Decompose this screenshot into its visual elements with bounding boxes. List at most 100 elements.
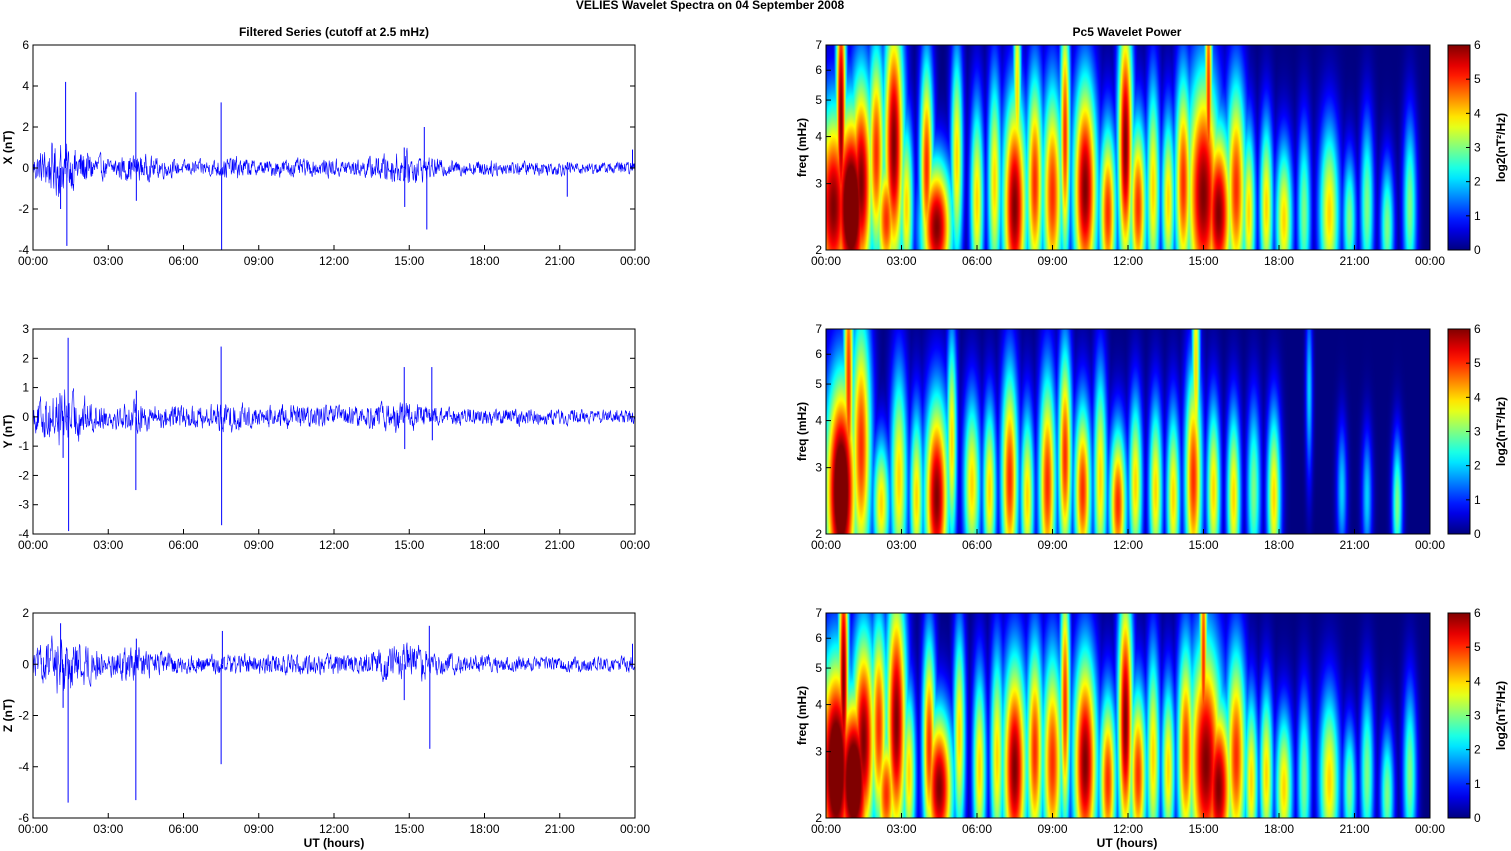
x-tick-label: 15:00 (1188, 254, 1218, 268)
x-tick-label: 09:00 (244, 254, 274, 268)
series-trace (32, 388, 636, 446)
x-tick-label: 00:00 (811, 822, 841, 836)
wavelet-panel-wavelet-y: 2 3 4 5 6 7 00:00 03:00 06:00 09:00 12:00 15:00 18:0… (795, 322, 1508, 552)
figure-suptitle: VELIES Wavelet Spectra on 04 September 2… (576, 0, 845, 12)
x-tick-label: 15:00 (394, 822, 424, 836)
colorbar-tick-label: 0 (1474, 811, 1481, 825)
y-tick-label: 7 (815, 606, 822, 620)
x-tick-label: 03:00 (93, 538, 123, 552)
colorbar-tick-label: 4 (1474, 106, 1481, 120)
y-tick-label: 2 (815, 527, 822, 541)
y-tick-label: 2 (22, 120, 29, 134)
colorbar-tick-label: 6 (1474, 606, 1481, 620)
series-panel-series-x: -4 -2 0 2 4 6 00:00 03:00 06:00 09:00 12:00 15:00 18… (1, 38, 650, 268)
right-xlabel: UT (hours) (1097, 836, 1158, 850)
x-tick-label: 06:00 (168, 822, 198, 836)
y-tick-label: -2 (18, 709, 29, 723)
x-tick-label: 18:00 (469, 822, 499, 836)
wavelet-panel-wavelet-z: 2 3 4 5 6 7 00:00 03:00 06:00 09:00 12:00 15:00 18:0… (795, 606, 1508, 836)
y-tick-label: 6 (815, 347, 822, 361)
y-axis-label: freq (mHz) (795, 686, 809, 745)
colorbar-tick-label: 4 (1474, 674, 1481, 688)
x-tick-label: 00:00 (1415, 822, 1445, 836)
x-tick-label: 09:00 (1037, 254, 1067, 268)
series-trace (32, 635, 636, 694)
y-tick-label: -1 (18, 439, 29, 453)
colorbar-tick-label: 2 (1474, 175, 1481, 189)
axes-frame (32, 612, 636, 819)
x-tick-label: 06:00 (962, 254, 992, 268)
x-tick-label: 03:00 (886, 538, 916, 552)
colorbar-tick-label: 4 (1474, 390, 1481, 404)
y-tick-label: -4 (18, 243, 29, 257)
y-tick-label: 0 (22, 410, 29, 424)
x-tick-label: 03:00 (886, 254, 916, 268)
y-axis-label: freq (mHz) (795, 402, 809, 461)
x-tick-label: 21:00 (545, 822, 575, 836)
x-tick-label: 00:00 (18, 822, 48, 836)
wavelet-power-image (826, 329, 1430, 534)
x-tick-label: 21:00 (1339, 254, 1369, 268)
x-tick-label: 09:00 (1037, 822, 1067, 836)
x-tick-label: 15:00 (1188, 822, 1218, 836)
y-tick-label: 6 (815, 631, 822, 645)
x-tick-label: 18:00 (1264, 822, 1294, 836)
y-tick-label: 3 (815, 745, 822, 759)
panels: -4 -2 0 2 4 6 00:00 03:00 06:00 09:00 12:00 15:00 18… (1, 38, 1508, 836)
colorbar-tick-label: 3 (1474, 141, 1481, 155)
x-tick-label: 21:00 (545, 254, 575, 268)
x-tick-label: 18:00 (1264, 254, 1294, 268)
x-tick-label: 21:00 (1339, 822, 1369, 836)
x-tick-label: 06:00 (962, 538, 992, 552)
y-tick-label: 2 (815, 811, 822, 825)
x-tick-label: 00:00 (620, 822, 650, 836)
colorbar-label: log2(nT²/Hz) (1494, 397, 1508, 466)
x-tick-label: 15:00 (394, 254, 424, 268)
y-tick-label: 3 (22, 322, 29, 336)
x-tick-label: 12:00 (319, 538, 349, 552)
x-tick-label: 12:00 (1113, 822, 1143, 836)
left-column-title: Filtered Series (cutoff at 2.5 mHz) (239, 25, 429, 39)
colorbar-tick-label: 3 (1474, 709, 1481, 723)
y-tick-label: -3 (18, 498, 29, 512)
colorbar-tick-label: 6 (1474, 322, 1481, 336)
wavelet-power-image (826, 613, 1430, 818)
colorbar-tick-label: 5 (1474, 356, 1481, 370)
x-tick-label: 00:00 (811, 254, 841, 268)
colorbar-tick-label: 5 (1474, 72, 1481, 86)
y-tick-label: 0 (22, 657, 29, 671)
wavelet-panel-wavelet-x: 2 3 4 5 6 7 00:00 03:00 06:00 09:00 12:00 15:00 18:0… (795, 38, 1508, 268)
x-tick-label: 06:00 (168, 254, 198, 268)
colorbar-tick-label: 2 (1474, 743, 1481, 757)
colorbar-tick-label: 0 (1474, 243, 1481, 257)
y-tick-label: -4 (18, 527, 29, 541)
colorbar-tick-label: 1 (1474, 777, 1481, 791)
x-tick-label: 06:00 (962, 822, 992, 836)
x-tick-label: 09:00 (1037, 538, 1067, 552)
x-tick-label: 09:00 (244, 538, 274, 552)
y-tick-label: 4 (815, 414, 822, 428)
x-tick-label: 00:00 (620, 254, 650, 268)
x-tick-label: 12:00 (1113, 538, 1143, 552)
y-tick-label: 7 (815, 38, 822, 52)
x-tick-label: 00:00 (18, 538, 48, 552)
y-tick-label: 5 (815, 377, 822, 391)
y-tick-label: -2 (18, 202, 29, 216)
series-trace (32, 142, 636, 197)
y-tick-label: -2 (18, 468, 29, 482)
x-tick-label: 18:00 (469, 254, 499, 268)
axes-frame (32, 328, 636, 535)
x-tick-label: 00:00 (1415, 538, 1445, 552)
y-axis-label: Y (nT) (1, 415, 15, 449)
x-tick-label: 21:00 (1339, 538, 1369, 552)
y-tick-label: 2 (815, 243, 822, 257)
x-tick-label: 18:00 (469, 538, 499, 552)
x-tick-label: 03:00 (93, 254, 123, 268)
x-tick-label: 03:00 (93, 822, 123, 836)
colorbar-tick-label: 1 (1474, 493, 1481, 507)
series-panel-series-z: -6 -4 -2 0 2 00:00 03:00 06:00 09:00 12:00 15:00 18… (1, 606, 650, 836)
x-tick-label: 15:00 (394, 538, 424, 552)
x-tick-label: 12:00 (319, 822, 349, 836)
y-tick-label: 1 (22, 381, 29, 395)
